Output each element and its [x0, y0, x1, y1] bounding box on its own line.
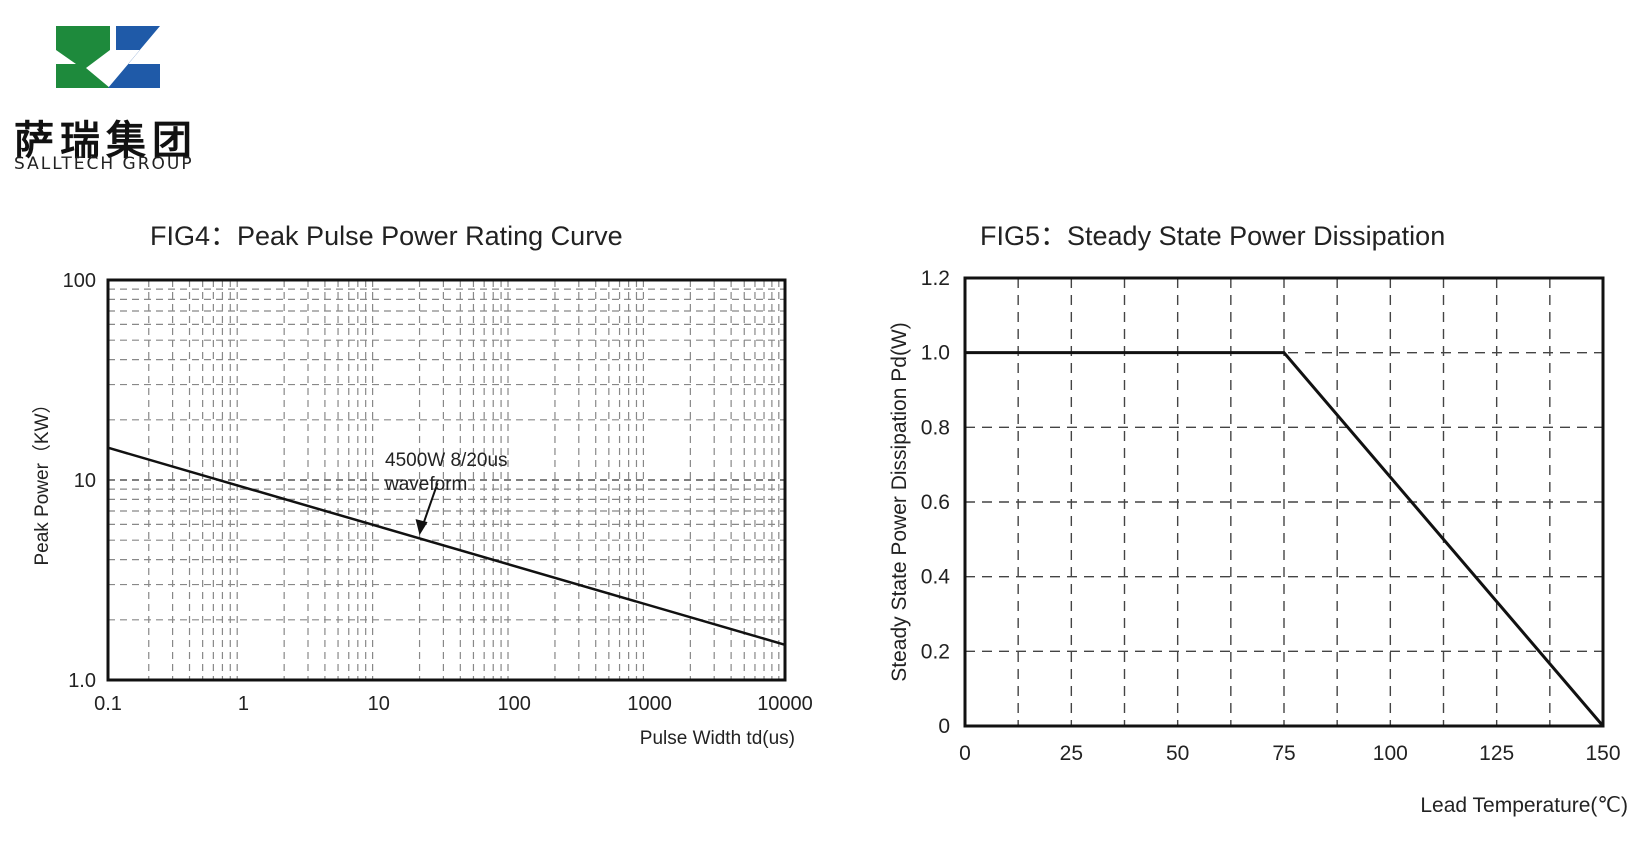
logo-name-en: SALLTECH GROUP	[14, 154, 194, 174]
fig5-grid	[965, 278, 1603, 726]
fig5-chart: 0 25 50 75 100 125 150 0 0.2 0.4 0.6 0.8 1.0 1.2 Lead…	[888, 270, 1628, 817]
fig5-y-tick-label: 1.0	[921, 342, 950, 365]
logo-name-cn: 萨瑞集团	[14, 118, 198, 164]
logo-green-shape	[56, 26, 110, 88]
fig4-y-tick-label: 1.0	[68, 670, 96, 692]
fig4-x-tick-label: 100	[498, 693, 531, 715]
fig5-y-tick-label: 0.2	[921, 640, 950, 663]
fig4-x-tick-label: 10000	[757, 693, 813, 715]
fig4-series-line	[107, 446, 786, 646]
fig5-y-tick-label: 0.6	[921, 491, 950, 514]
fig4-tick-labels: 0.1 1 10 100 1000 10000 1.0 10 100	[63, 270, 813, 715]
fig4-title: FIG4：Peak Pulse Power Rating Curve	[150, 221, 623, 251]
fig5-x-tick-label: 50	[1166, 742, 1189, 765]
fig5-x-tick-label: 150	[1585, 742, 1620, 765]
fig4-y-tick-label: 100	[63, 270, 96, 292]
fig4-y-tick-label: 10	[74, 470, 96, 492]
fig5-y-tick-label: 0.4	[921, 566, 951, 589]
fig4-annotation-arrowhead	[415, 519, 428, 536]
fig4-annotation-arrow	[422, 482, 439, 524]
fig4-plot-frame	[106, 278, 787, 682]
fig5-tick-labels: 0 25 50 75 100 125 150 0 0.2 0.4 0.6 0.8 1.0 1.2	[921, 270, 1621, 765]
fig5-y-tick-label: 1.2	[921, 270, 950, 290]
fig4-x-tick-label: 10	[368, 693, 390, 715]
fig5-series-line	[965, 351, 1605, 727]
fig5-x-tick-label: 125	[1479, 742, 1514, 765]
fig4-x-tick-label: 0.1	[94, 693, 122, 715]
fig4-grid	[108, 280, 785, 680]
fig5-x-tick-label: 100	[1373, 742, 1408, 765]
fig4-x-tick-label: 1	[238, 693, 249, 715]
fig4-annotation-line2: waveform	[384, 474, 467, 495]
fig5-y-tick-label: 0.8	[921, 416, 950, 439]
fig4-x-axis-label: Pulse Width td(us)	[640, 728, 795, 749]
fig5-y-axis-label: Steady State Power Dissipation Pd(W)	[888, 322, 911, 681]
fig5-y-tick-label: 0	[938, 715, 950, 738]
fig5-x-tick-label: 25	[1060, 742, 1083, 765]
fig4-x-tick-label: 1000	[627, 693, 672, 715]
fig5-x-tick-label: 75	[1272, 742, 1295, 765]
fig5-plot-frame	[963, 276, 1605, 728]
logo-blue-shape	[108, 26, 160, 88]
fig5-x-tick-label: 0	[959, 742, 971, 765]
fig4-annotation-line1: 4500W 8/20us	[385, 450, 508, 471]
fig5-x-axis-label: Lead Temperature(℃)	[1420, 794, 1628, 817]
salltech-logo	[56, 26, 160, 88]
fig4-y-axis-label: Peak Power（KW）	[31, 394, 53, 565]
fig5-title: FIG5：Steady State Power Dissipation	[980, 221, 1446, 251]
